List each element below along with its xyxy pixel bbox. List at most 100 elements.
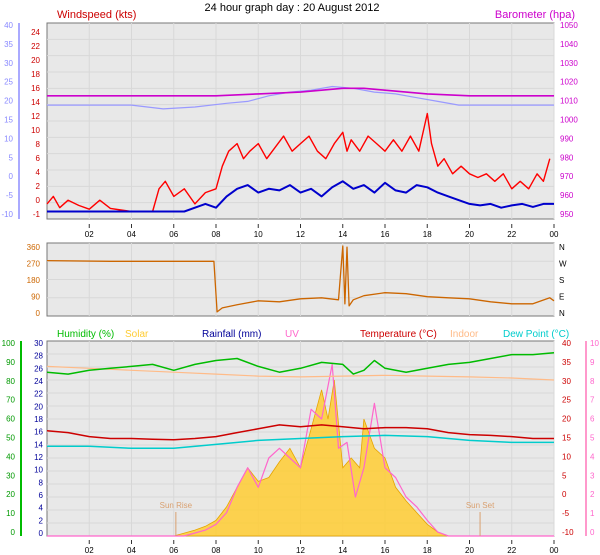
outer-tick-label: 10 — [4, 134, 13, 143]
wind-axis-label: Windspeed (kts) — [57, 9, 136, 21]
legend-item: Temperature (°C) — [360, 329, 437, 340]
sun-set-label: Sun Set — [466, 501, 495, 510]
x-tick-label: 20 — [465, 546, 474, 555]
degree-tick-label: 360 — [27, 243, 41, 252]
outer-tick-label: 20 — [4, 97, 13, 106]
x-tick-label: 06 — [169, 230, 178, 239]
humidity-tick-label: 60 — [6, 415, 15, 424]
humidity-tick-label: 50 — [6, 434, 15, 443]
rainfall-tick-label: 4 — [39, 504, 44, 513]
page-title: 24 hour graph day : 20 August 2012 — [205, 2, 380, 14]
legend-item: Solar — [125, 329, 149, 340]
barometer-tick-label: 950 — [560, 210, 574, 219]
uv-tick-label: 9 — [590, 358, 595, 367]
x-tick-label: 00 — [550, 546, 559, 555]
uv-tick-label: 10 — [590, 339, 599, 348]
barometer-line — [47, 87, 554, 97]
x-axis-ticks-bottom: 02 04 06 08 10 12 14 16 18 20 22 00 — [85, 540, 559, 555]
barometer-axis-ticks: 1050 1040 1030 1020 1010 1000 990 980 970 960 950 — [560, 21, 578, 219]
outer-axis-ticks: 40 35 30 25 20 15 10 5 0 -5 -10 — [1, 21, 20, 219]
humidity-tick-label: 20 — [6, 490, 15, 499]
outer-tick-label: -5 — [6, 191, 14, 200]
rainfall-tick-label: 24 — [34, 377, 43, 386]
legend-item: Indoor — [450, 329, 479, 340]
temperature-tick-label: -5 — [562, 509, 570, 518]
x-tick-label: 16 — [381, 230, 390, 239]
rainfall-tick-label: 6 — [39, 491, 44, 500]
humidity-tick-label: 80 — [6, 377, 15, 386]
wind-tick-label: 22 — [31, 42, 40, 51]
legend-item: UV — [285, 329, 299, 340]
rainfall-tick-label: 30 — [34, 339, 43, 348]
x-tick-label: 02 — [85, 230, 94, 239]
wind-tick-label: 2 — [36, 182, 41, 191]
rainfall-tick-label: 22 — [34, 390, 43, 399]
rainfall-tick-label: 28 — [34, 352, 43, 361]
temperature-tick-label: 30 — [562, 377, 571, 386]
barometer-axis-label: Barometer (hpa) — [495, 9, 575, 21]
humidity-legend: Humidity (%) Solar Rainfall (mm) UV Temperat… — [57, 329, 569, 340]
humidity-line — [46, 351, 555, 375]
wind-tick-label: -1 — [33, 210, 41, 219]
wind-tick-label: 10 — [31, 126, 40, 135]
x-axis-ticks: 02 04 06 08 10 12 14 16 18 20 22 00 — [85, 224, 559, 239]
degree-tick-label: 270 — [27, 260, 41, 269]
uv-line — [47, 363, 554, 537]
x-tick-label: 20 — [465, 230, 474, 239]
legend-item: Dew Point (°C) — [503, 329, 569, 340]
degree-tick-label: 0 — [36, 309, 41, 318]
temperature-tick-label: 20 — [562, 415, 571, 424]
wind-tick-label: 4 — [36, 168, 41, 177]
rainfall-tick-label: 2 — [39, 516, 44, 525]
barometer-tick-label: 1050 — [560, 21, 578, 30]
barometer-tick-label: 1020 — [560, 78, 578, 87]
rainfall-tick-label: 26 — [34, 364, 43, 373]
outer-tick-label: 40 — [4, 21, 13, 30]
uv-tick-label: 0 — [590, 528, 595, 537]
barometer-tick-label: 990 — [560, 134, 574, 143]
x-tick-label: 18 — [423, 230, 432, 239]
compass-tick-label: E — [559, 293, 564, 302]
direction-line — [46, 245, 555, 313]
rainfall-tick-label: 12 — [34, 453, 43, 462]
rainfall-tick-label: 10 — [34, 466, 43, 475]
outer-tick-label: 25 — [4, 78, 13, 87]
wind-panel-grid — [47, 23, 555, 219]
rainfall-tick-label: 0 — [39, 529, 44, 538]
x-tick-label: 08 — [212, 230, 221, 239]
degree-tick-label: 180 — [27, 276, 41, 285]
temperature-tick-label: 10 — [562, 452, 571, 461]
x-tick-label: 14 — [338, 546, 347, 555]
x-tick-label: 18 — [423, 546, 432, 555]
humidity-tick-label: 100 — [2, 339, 16, 348]
uv-tick-label: 8 — [590, 377, 595, 386]
legend-item: Rainfall (mm) — [202, 329, 261, 340]
indoor-line — [46, 365, 555, 381]
direction-series — [46, 245, 555, 313]
humidity-tick-label: 30 — [6, 471, 15, 480]
x-tick-label: 12 — [296, 230, 305, 239]
uv-tick-label: 7 — [590, 396, 595, 405]
barometer-tick-label: 970 — [560, 172, 574, 181]
x-tick-label: 00 — [550, 230, 559, 239]
x-tick-label: 22 — [507, 546, 516, 555]
dewpoint-line — [47, 434, 554, 450]
rainfall-tick-label: 20 — [34, 402, 43, 411]
rainfall-tick-label: 18 — [34, 415, 43, 424]
x-tick-label: 10 — [254, 230, 263, 239]
uv-tick-label: 4 — [590, 452, 595, 461]
baro-range-line — [47, 85, 554, 110]
wind-tick-label: 20 — [31, 56, 40, 65]
outer-tick-label: 15 — [4, 116, 13, 125]
temperature-tick-label: 0 — [562, 490, 567, 499]
outer-tick-label: 35 — [4, 40, 13, 49]
humidity-temperature-panel: Humidity (%) Solar Rainfall (mm) UV Temperat… — [2, 329, 600, 555]
wind-tick-label: 14 — [31, 98, 40, 107]
humidity-series — [46, 351, 555, 537]
x-tick-label: 04 — [127, 546, 136, 555]
